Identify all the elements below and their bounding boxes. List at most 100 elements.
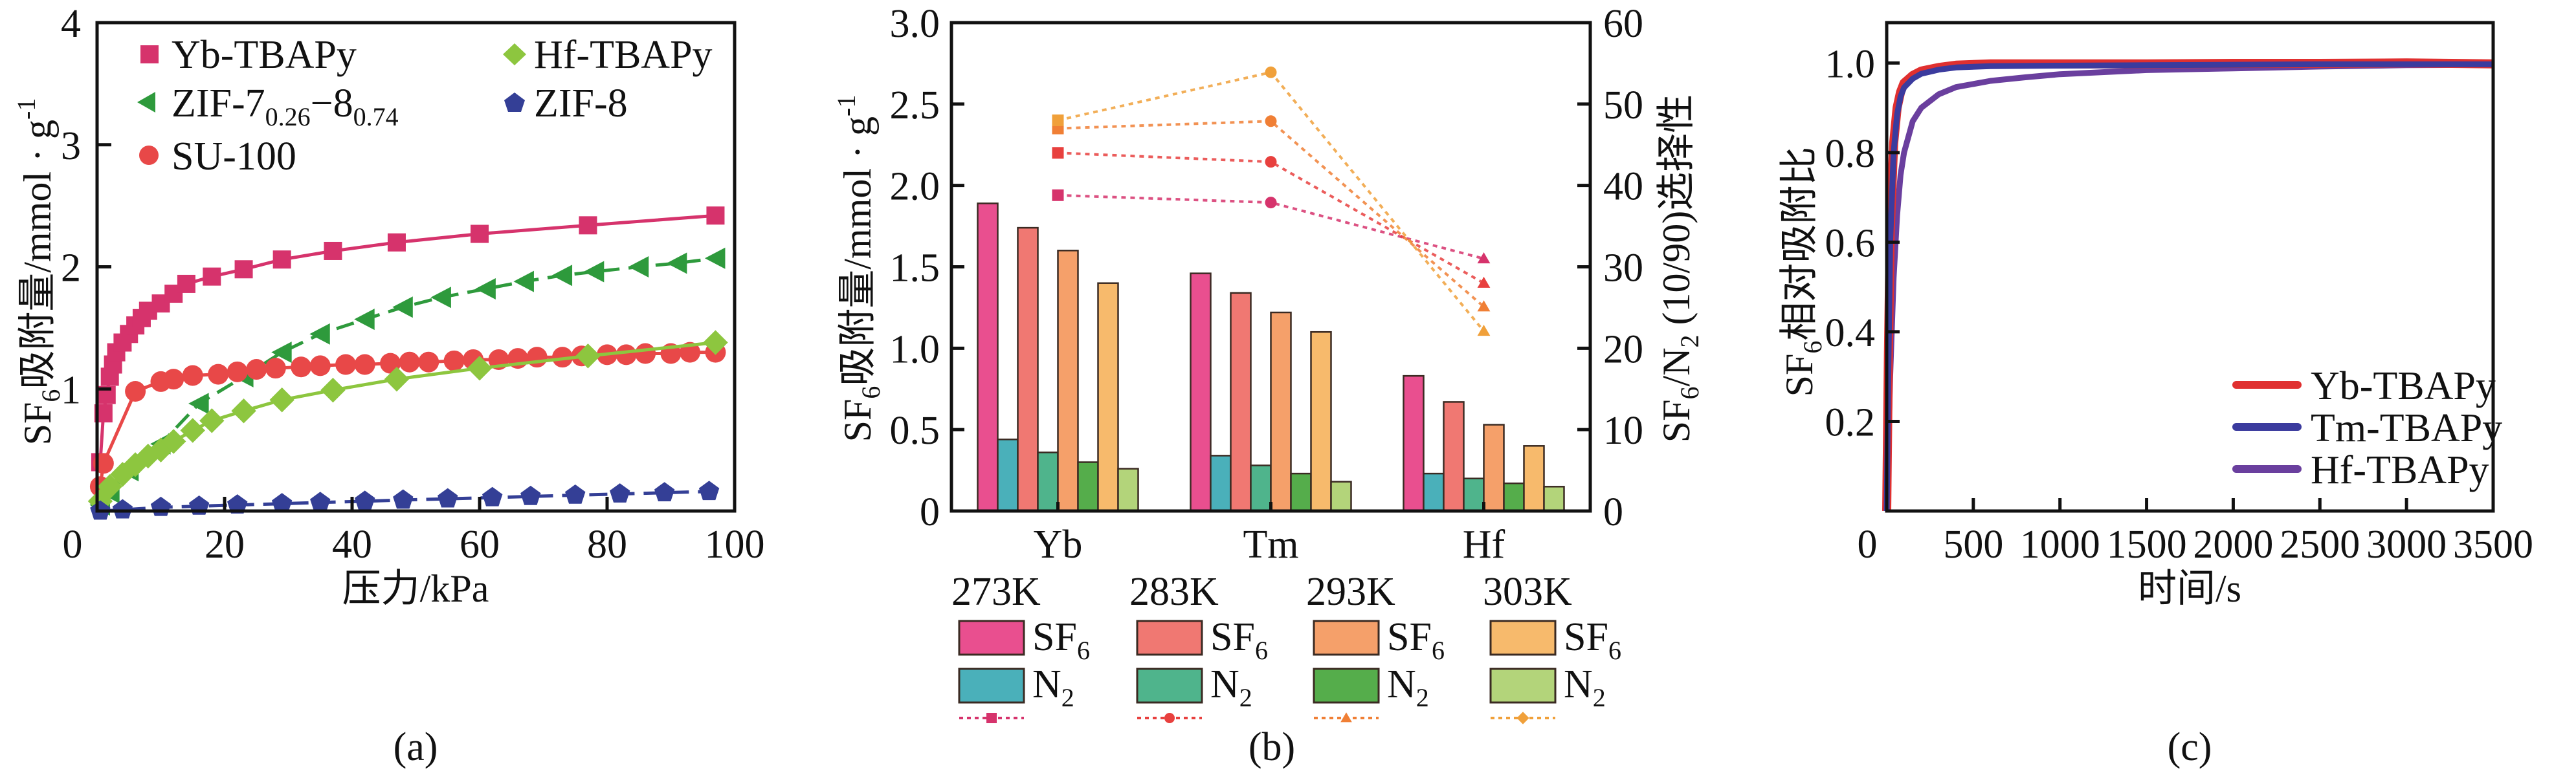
selectivity-point [1477, 276, 1491, 288]
y-axis-title-left: SF6吸附量/mmol · g-1 [832, 95, 885, 442]
bar-yb-283k-n2 [1037, 452, 1059, 512]
data-point [355, 490, 375, 510]
panel-label-c: (c) [2168, 725, 2212, 769]
x-tick-label: 60 [460, 523, 500, 567]
diamond-marker-icon [503, 43, 526, 65]
y-tick-label-right: 60 [1603, 2, 1643, 46]
bar-hf-293k-n2 [1503, 482, 1525, 512]
data-point [399, 351, 420, 373]
data-point [182, 365, 203, 386]
legend-item-su-100: SU-100 [139, 135, 296, 179]
selectivity-point [1052, 114, 1064, 126]
legend-swatch-n2 [1136, 668, 1203, 704]
data-point [177, 274, 195, 293]
data-point [698, 481, 720, 501]
legend-temperature: 303K [1483, 570, 1572, 614]
data-point [291, 356, 312, 378]
data-point [271, 342, 292, 364]
data-point [706, 206, 725, 225]
legend-marker-diamond-icon [1516, 712, 1529, 724]
data-point [438, 488, 458, 508]
square-marker-icon [140, 45, 159, 63]
y-tick-label-right: 50 [1603, 83, 1643, 127]
legend-label: Tm-TBAPy [2311, 406, 2502, 450]
legend-swatch-sf6 [1489, 620, 1557, 656]
bar-yb-293k-n2 [1077, 461, 1099, 512]
data-point [430, 287, 451, 309]
data-point [234, 260, 253, 279]
data-point [575, 343, 601, 369]
bar-tm-303k-sf6 [1310, 331, 1332, 512]
y-tick-label-right: 40 [1603, 165, 1643, 209]
data-point [482, 486, 503, 506]
data-point [125, 381, 146, 402]
plot-frame [1885, 21, 2495, 513]
y-tick-label-left: 1.5 [890, 246, 940, 290]
selectivity-layer [1052, 66, 1491, 336]
data-point [513, 270, 534, 292]
y-tick-label: 0.8 [1825, 132, 1876, 176]
data-point [384, 366, 410, 392]
data-point [703, 330, 728, 355]
legend-item-tm-tbapy: Tm-TBAPy [2232, 406, 2502, 450]
bar-hf-273k-n2 [1423, 472, 1445, 512]
triangle-left-marker-icon [137, 92, 155, 113]
y-tick-label: 1 [61, 368, 81, 412]
legend-label: SU-100 [172, 135, 296, 179]
data-point [227, 361, 248, 382]
data-point [227, 494, 248, 514]
data-point [309, 323, 330, 345]
data-point [565, 484, 586, 504]
x-axis-title: 时间/s [2138, 567, 2241, 610]
data-point [467, 355, 493, 381]
y-tick-label: 0.2 [1825, 400, 1876, 444]
data-point [392, 296, 413, 318]
selectivity-line-283k [1058, 151, 1485, 285]
legend-label-sf6: SF6 [1032, 615, 1090, 665]
x-tick-label: 40 [332, 523, 372, 567]
series-line-zif-8 [100, 490, 709, 513]
bar-tm-293k-sf6 [1270, 311, 1292, 512]
x-tick-label: 0 [63, 523, 83, 567]
panel-label-b: (b) [1249, 725, 1295, 769]
series-line-tm-tbapy [1883, 61, 2493, 512]
legend-label: Yb-TBAPy [2311, 364, 2496, 408]
y-tick-label-left: 0 [920, 490, 940, 534]
data-point [265, 358, 286, 379]
data-point [320, 377, 346, 403]
legend-marker-circle-icon [1164, 713, 1175, 723]
bar-tm-273k-n2 [1210, 455, 1232, 512]
y-tick-label-right: 30 [1603, 246, 1643, 290]
data-point [324, 241, 342, 260]
legend-label-n2: N2 [1564, 662, 1606, 712]
data-point [208, 364, 229, 385]
legend-item-zif-8: ZIF-8 [504, 82, 628, 125]
data-point [161, 429, 186, 454]
bar-tm-283k-n2 [1250, 464, 1272, 512]
panel-b-bars: 0 0.5 1.0 1.5 2.0 2.5 3.0 0 10 20 30 40 50 60 Yb Tm Hf S… [832, 2, 1704, 769]
bar-hf-303k-n2 [1543, 486, 1565, 512]
legend-item-hf-tbapy: Hf-TBAPy [503, 33, 713, 77]
data-point [475, 278, 496, 299]
axis-ticks: 0 0.5 1.0 1.5 2.0 2.5 3.0 0 10 20 30 40 50 60 Yb Tm Hf [890, 2, 1644, 567]
y-tick-label: 1.0 [1825, 42, 1876, 86]
x-tick-label: 1500 [2107, 523, 2187, 567]
y-tick-label: 3 [61, 124, 81, 168]
legend-label-n2: N2 [1387, 662, 1429, 712]
data-point [628, 256, 649, 278]
legend-label-sf6: SF6 [1387, 615, 1445, 665]
x-tick-label: 2000 [2193, 523, 2273, 567]
bar-yb-293k-sf6 [1057, 250, 1079, 512]
data-point [551, 265, 573, 287]
axis-ticks: 0 500 1000 1500 2000 2500 3000 3500 0.2 0.4 0.6 0.8… [1825, 42, 2534, 567]
bar-hf-283k-n2 [1463, 477, 1485, 512]
bar-yb-283k-sf6 [1017, 226, 1039, 512]
legend-swatch-n2 [1313, 668, 1380, 704]
x-tick-label: 3000 [2366, 523, 2447, 567]
axis-ticks: 20 40 60 80 100 1 2 3 4 [61, 2, 765, 567]
series-layer [1882, 58, 2494, 512]
y-tick-label-right: 0 [1603, 490, 1623, 534]
